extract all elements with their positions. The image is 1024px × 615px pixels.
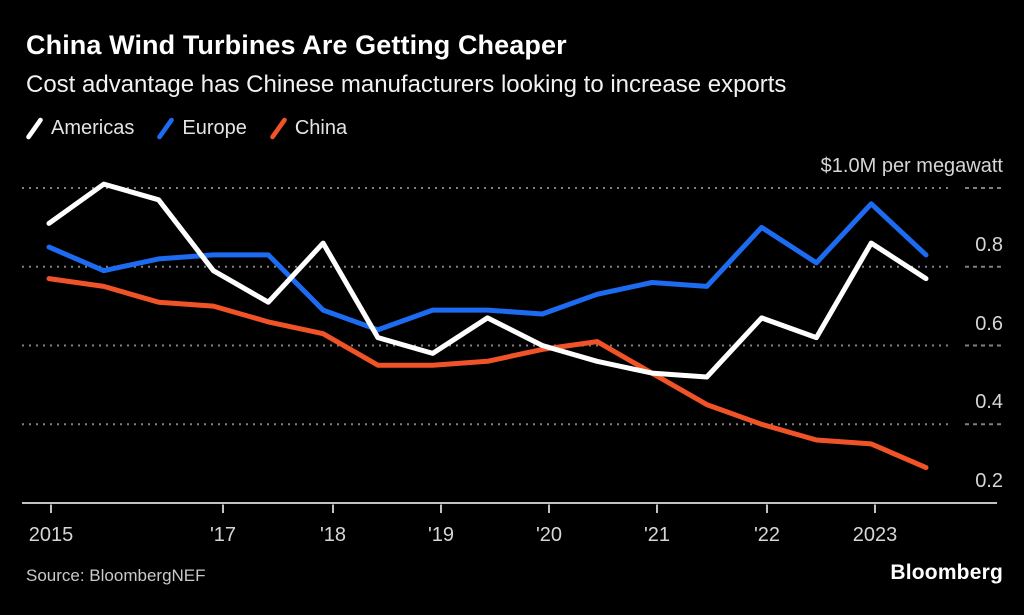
legend-label-europe: Europe — [182, 117, 247, 139]
series-line-china — [46, 276, 929, 471]
legend: Americas Europe China — [25, 117, 347, 140]
y-axis-unit-label: $1.0M per megawatt — [820, 155, 1003, 177]
y-axis-label: 0.2 — [975, 470, 1003, 492]
y-axis-label: 0.6 — [975, 313, 1003, 335]
legend-label-americas: Americas — [51, 117, 135, 139]
y-axis-label: 0.8 — [975, 234, 1003, 256]
x-tick-label: '21 — [643, 524, 671, 546]
slash-icon-americas — [26, 117, 43, 140]
page-subtitle: Cost advantage has Chinese manufacturers… — [26, 71, 787, 98]
page-title: China Wind Turbines Are Getting Cheaper — [26, 30, 567, 60]
slash-icon-china — [270, 117, 287, 140]
x-tick-label: '18 — [319, 524, 347, 546]
legend-label-china: China — [294, 117, 348, 139]
series-line-americas — [46, 181, 929, 380]
x-tick-label: '22 — [753, 524, 781, 546]
legend-item-china: China — [269, 117, 347, 140]
x-tick-label: 2015 — [28, 524, 74, 546]
legend-item-europe: Europe — [156, 117, 247, 140]
source-note: Source: BloombergNEF — [26, 566, 206, 585]
bloomberg-logo: Bloomberg — [890, 561, 1003, 584]
y-axis-label: 0.4 — [975, 391, 1003, 413]
x-tick-label: '17 — [209, 524, 237, 546]
x-tick-label: '19 — [427, 524, 455, 546]
slash-icon-europe — [157, 117, 175, 140]
series-line-europe — [46, 201, 929, 333]
x-tick-label: 2023 — [852, 524, 898, 546]
legend-item-americas: Americas — [25, 117, 134, 140]
x-tick-label: '20 — [535, 524, 563, 546]
